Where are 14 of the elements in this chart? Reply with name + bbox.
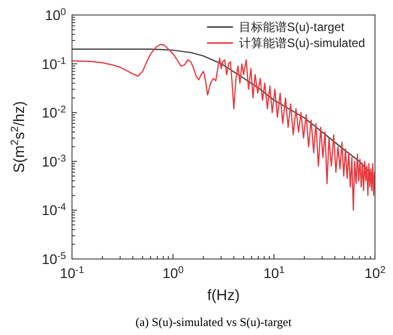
y-tick-label: 10$^{-3}$	[42, 152, 67, 170]
y-tick-label: 10$^{0}$	[44, 6, 67, 23]
legend-label: 目标能谱S(u)-target	[239, 20, 346, 34]
x-tick-label: 10$^{1}$	[263, 264, 285, 281]
y-tick-label: 10$^{-4}$	[42, 202, 67, 218]
x-tick-label: 10$^{-1}$	[60, 264, 84, 281]
text: (a) S(u)-simulated vs S(u)-target	[135, 315, 292, 329]
x-tick-label: 10$^{0}$	[162, 264, 184, 281]
y-tick-label: 10$^{-5}$	[42, 250, 67, 267]
y-tick-label: 10$^{-2}$	[42, 104, 66, 121]
y-tick-label: 10$^{-1}$	[42, 55, 66, 72]
x-tick-label: 10$^{2}$	[364, 264, 386, 281]
x-axis-title: f(Hz)	[207, 287, 240, 304]
legend-label: 计算能谱S(u)-simulated	[239, 36, 366, 50]
